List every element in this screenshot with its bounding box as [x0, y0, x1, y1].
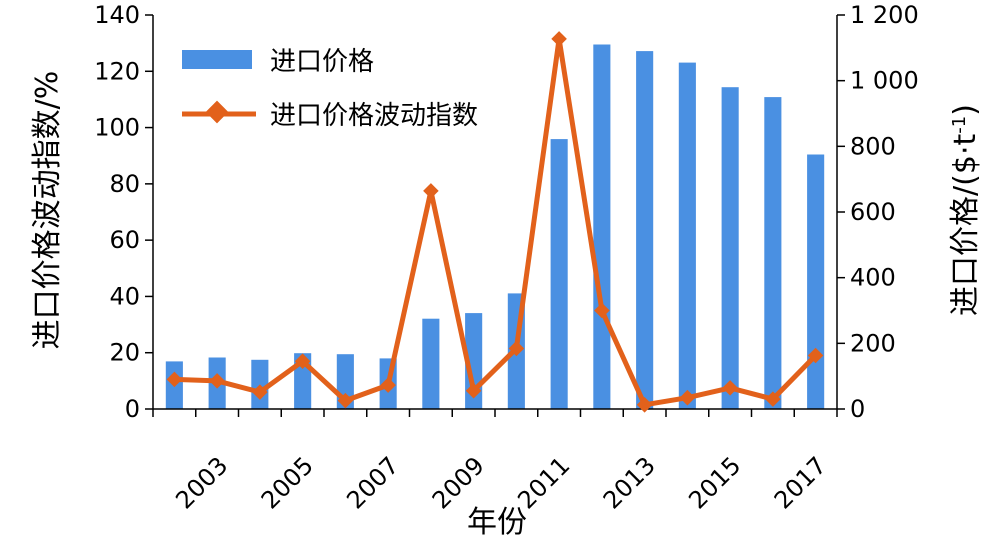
left-tick-label: 60: [109, 226, 140, 254]
x-tick-label: 2003: [170, 451, 233, 514]
right-tick-label: 200: [850, 329, 896, 357]
left-tick-label: 20: [109, 339, 140, 367]
right-tick-label: 1 200: [850, 1, 919, 29]
point-2008: [423, 183, 439, 199]
x-tick-label: 2017: [769, 451, 832, 514]
right-axis-title-end: ): [948, 104, 983, 116]
left-tick-label: 120: [94, 57, 140, 85]
x-tick-label: 2013: [598, 451, 661, 514]
bar-series-import-price: [165, 44, 825, 410]
left-tick-label: 40: [109, 282, 140, 310]
right-axis-title: 进口价格/($·t-1): [948, 104, 983, 316]
left-tick-label: 0: [125, 395, 140, 423]
left-tick-label: 140: [94, 1, 140, 29]
bar-2016: [764, 97, 782, 409]
right-axis-title-main: 进口价格/($·t: [948, 134, 983, 316]
legend-bar-swatch: [182, 50, 252, 69]
legend-line-label: 进口价格波动指数: [270, 101, 478, 131]
point-2002: [166, 371, 183, 388]
right-tick-label: 600: [850, 198, 896, 226]
legend-line-marker: [205, 100, 229, 124]
left-tick-label: 80: [109, 170, 140, 198]
x-axis-title: 年份: [467, 505, 527, 540]
bar-2008: [422, 318, 440, 409]
right-tick-label: 400: [850, 264, 896, 292]
right-tick-label: 800: [850, 132, 896, 160]
point-2010: [508, 340, 525, 357]
point-2003: [209, 373, 225, 389]
right-axis-title-sup: -1: [949, 116, 970, 134]
x-tick-label: 2015: [683, 451, 746, 514]
bar-2014: [678, 62, 696, 409]
right-tick-label: 0: [850, 395, 865, 423]
x-tick-label: 2005: [256, 451, 319, 514]
legend-bar-label: 进口价格: [270, 47, 374, 77]
axes: [145, 14, 845, 417]
bar-2011: [550, 139, 568, 409]
legend: 进口价格 进口价格波动指数: [182, 47, 478, 131]
left-tick-label: 100: [94, 114, 140, 142]
bar-2017: [807, 154, 825, 409]
left-axis-title: 进口价格波动指数/%: [30, 71, 65, 350]
bar-2013: [636, 51, 654, 409]
bar-2012: [593, 44, 611, 409]
volatility-line: [174, 36, 818, 408]
bar-2015: [721, 87, 739, 409]
right-tick-label: 1 000: [850, 67, 919, 95]
x-tick-label: 2007: [341, 451, 404, 514]
point-2011: [551, 31, 567, 47]
tick-labels: 0 20 40 60 80 100 120 140 0 200 400 600 800 1 000 1 20…: [94, 1, 919, 514]
